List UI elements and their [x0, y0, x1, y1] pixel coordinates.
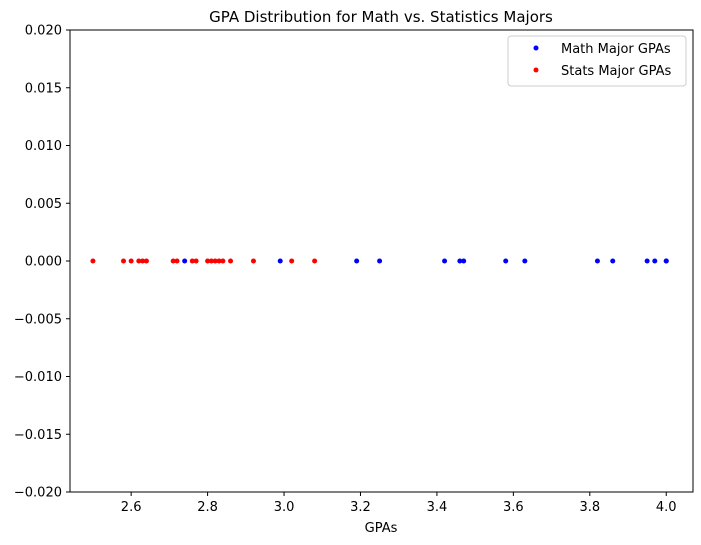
data-point-math	[503, 258, 509, 264]
data-point-stats	[228, 258, 234, 264]
data-point-stats	[170, 258, 176, 264]
y-tick-label: 0.005	[25, 197, 62, 212]
data-point-stats	[174, 258, 180, 264]
plot-frame	[69, 29, 694, 493]
data-point-stats	[220, 258, 226, 264]
legend-label-stats: Stats Major GPAs	[561, 64, 672, 79]
data-point-stats	[208, 258, 214, 264]
x-tick-label: 2.8	[197, 500, 218, 515]
legend-label-math: Math Major GPAs	[561, 42, 671, 57]
data-point-stats	[136, 258, 142, 264]
x-axis-ticks: 2.6 2.8 3.0 3.2 3.4 3.6 3.8 4.0	[121, 492, 677, 515]
data-point-stats	[289, 258, 295, 264]
data-point-math	[354, 258, 360, 264]
data-point-stats	[143, 258, 149, 264]
data-point-math	[652, 258, 658, 264]
data-point-stats	[205, 258, 211, 264]
legend-marker-math	[533, 45, 539, 51]
data-point-math	[594, 258, 600, 264]
legend-marker-stats	[533, 67, 539, 73]
data-point-stats	[216, 258, 222, 264]
data-point-stats	[189, 258, 195, 264]
data-point-math	[457, 258, 463, 264]
y-tick-label: −0.020	[14, 486, 62, 501]
x-tick-label: 3.6	[503, 500, 524, 515]
y-tick-label: −0.015	[14, 428, 62, 443]
data-point-math	[442, 258, 448, 264]
data-point-math	[644, 258, 650, 264]
x-tick-label: 4.0	[656, 500, 677, 515]
data-point-math	[377, 258, 383, 264]
x-tick-label: 3.0	[274, 500, 295, 515]
data-point-math	[182, 258, 188, 264]
data-point-stats	[312, 258, 318, 264]
data-point-math	[277, 258, 283, 264]
data-point-math	[522, 258, 528, 264]
data-point-stats	[193, 258, 199, 264]
y-tick-label: 0.020	[25, 24, 62, 39]
y-tick-label: −0.010	[14, 370, 62, 385]
chart-title: GPA Distribution for Math vs. Statistics…	[209, 8, 553, 26]
data-point-math	[663, 258, 669, 264]
x-axis-label: GPAs	[365, 521, 398, 536]
x-tick-label: 3.4	[427, 500, 448, 515]
legend-box	[507, 35, 687, 87]
legend: Math Major GPAs Stats Major GPAs	[507, 35, 687, 87]
data-point-stats	[90, 258, 96, 264]
data-point-stats	[212, 258, 218, 264]
data-point-math	[610, 258, 616, 264]
y-axis-ticks: 0.020 0.015 0.010 0.005 0.000 −0.005 −0.010 −0.…	[14, 24, 70, 501]
data-point-stats	[140, 258, 146, 264]
data-points	[90, 258, 669, 264]
data-point-stats	[121, 258, 127, 264]
x-tick-label: 2.6	[121, 500, 142, 515]
x-tick-label: 3.2	[350, 500, 371, 515]
data-point-stats	[128, 258, 134, 264]
y-tick-label: 0.000	[25, 255, 62, 270]
y-tick-label: 0.015	[25, 81, 62, 96]
data-point-stats	[250, 258, 256, 264]
y-tick-label: 0.010	[25, 139, 62, 154]
data-point-math	[461, 258, 467, 264]
x-tick-label: 3.8	[579, 500, 600, 515]
y-tick-label: −0.005	[14, 312, 62, 327]
